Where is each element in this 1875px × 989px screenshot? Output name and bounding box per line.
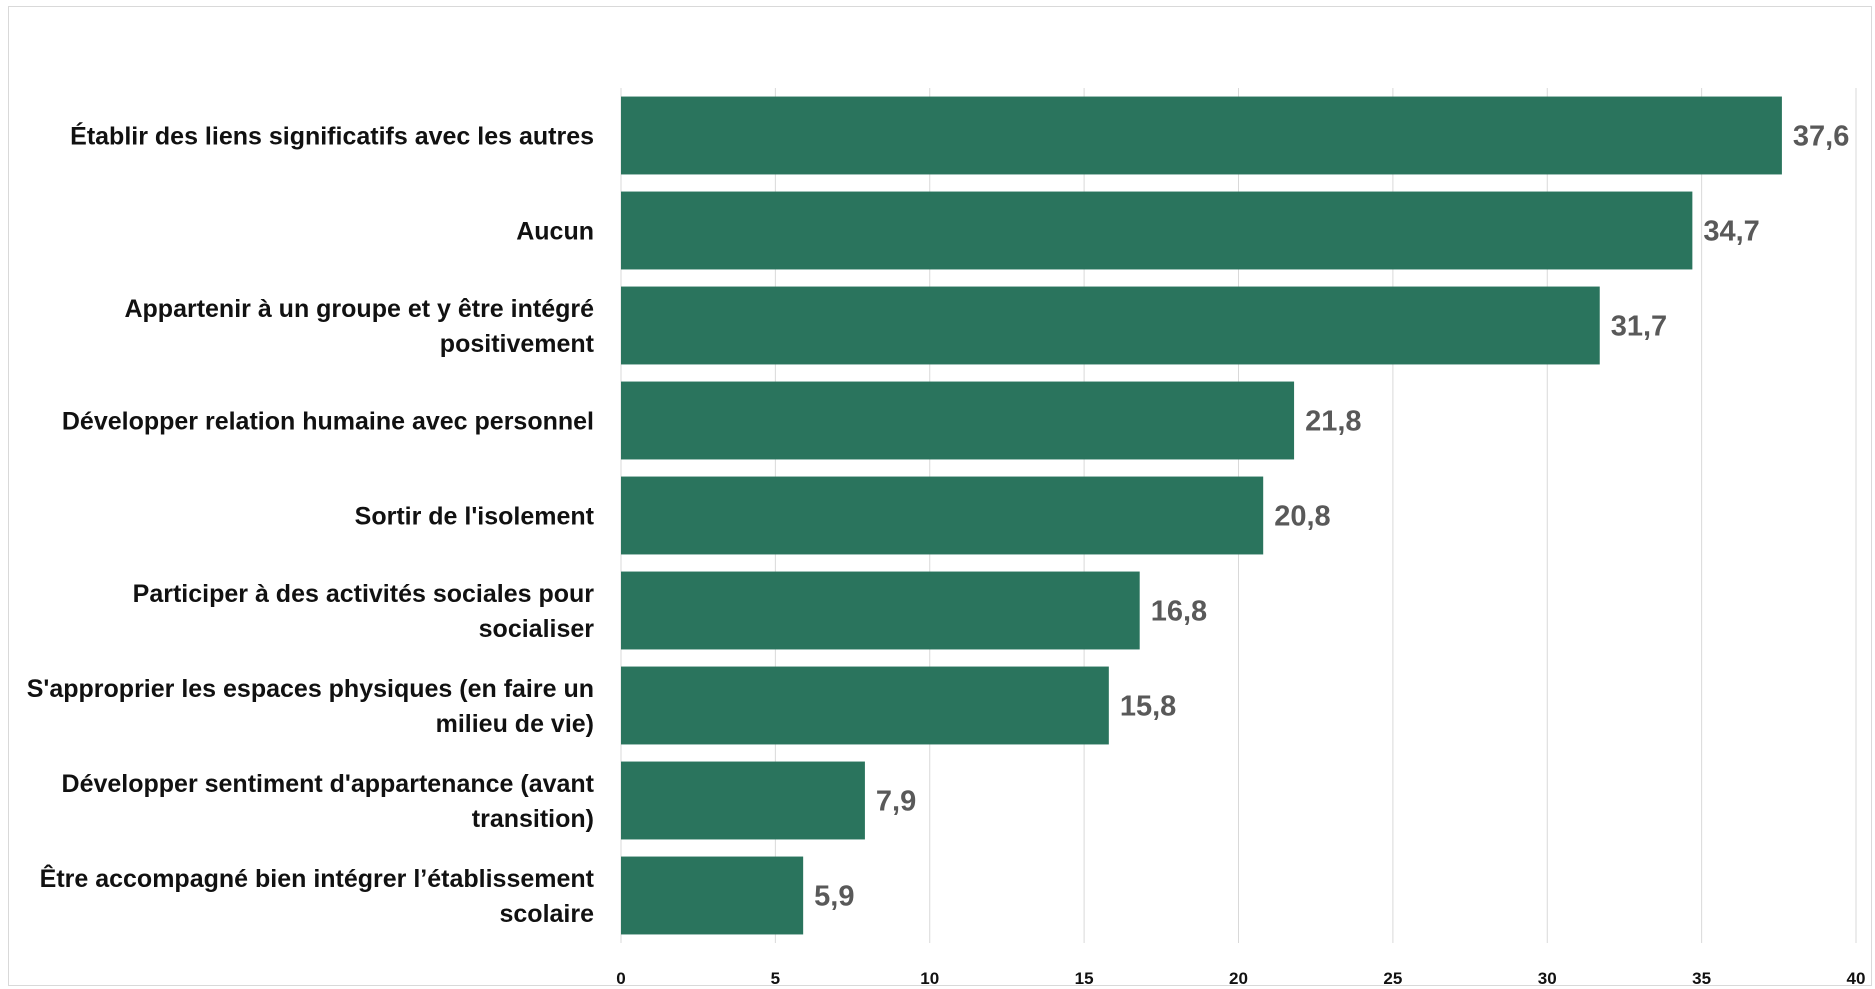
bar bbox=[621, 96, 1782, 175]
x-tick-label: 15 bbox=[1075, 969, 1094, 988]
bar bbox=[621, 381, 1295, 460]
data-labels: 37,6 34,7 31,7 21,8 20,8 16,8 15,8 7,9 5,9 bbox=[814, 121, 1849, 913]
data-label: 15,8 bbox=[1120, 691, 1176, 723]
bar bbox=[621, 191, 1693, 270]
category-label-line: Appartenir à un groupe et y être intégré bbox=[124, 295, 594, 323]
x-tick-label: 10 bbox=[920, 969, 939, 988]
bar bbox=[621, 476, 1264, 555]
category-label: Être accompagné bien intégrer l’établiss… bbox=[40, 863, 595, 928]
category-label: Sortir de l'isolement bbox=[355, 503, 595, 531]
bar bbox=[621, 666, 1109, 745]
x-tick-label: 25 bbox=[1383, 969, 1402, 988]
data-label: 31,7 bbox=[1611, 311, 1667, 343]
data-label: 34,7 bbox=[1703, 216, 1759, 248]
category-labels: Établir des liens significatifs avec les… bbox=[27, 122, 595, 929]
bar bbox=[621, 571, 1140, 650]
category-label: Développer sentiment d'appartenance (ava… bbox=[62, 770, 595, 833]
bar bbox=[621, 761, 865, 840]
x-tick-label: 30 bbox=[1538, 969, 1557, 988]
category-label-line: Participer à des activités sociales pour bbox=[133, 580, 595, 608]
category-label-line: positivement bbox=[440, 330, 595, 358]
category-label-line: transition) bbox=[472, 805, 594, 833]
bars bbox=[621, 96, 1782, 935]
category-label-line: Développer relation humaine avec personn… bbox=[62, 408, 594, 436]
data-label: 7,9 bbox=[876, 786, 916, 818]
data-label: 37,6 bbox=[1793, 121, 1849, 153]
data-label: 21,8 bbox=[1305, 406, 1361, 438]
category-label-line: milieu de vie) bbox=[436, 710, 594, 738]
category-label: Développer relation humaine avec personn… bbox=[62, 408, 594, 436]
data-label: 16,8 bbox=[1151, 596, 1207, 628]
x-tick-label: 35 bbox=[1692, 969, 1711, 988]
category-label-line: socialiser bbox=[479, 615, 595, 643]
category-label: Établir des liens significatifs avec les… bbox=[70, 122, 594, 151]
category-label: Participer à des activités sociales pour… bbox=[133, 580, 595, 643]
category-label-line: S'approprier les espaces physiques (en f… bbox=[27, 675, 594, 703]
x-tick-label: 5 bbox=[771, 969, 780, 988]
x-tick-label: 0 bbox=[616, 969, 625, 988]
data-label: 20,8 bbox=[1274, 501, 1330, 533]
bar bbox=[621, 856, 804, 935]
category-label-line: Établir des liens significatifs avec les… bbox=[70, 122, 594, 151]
category-label-line: Être accompagné bien intégrer l’établiss… bbox=[40, 863, 595, 893]
data-label: 5,9 bbox=[814, 881, 854, 913]
category-label: Appartenir à un groupe et y être intégré… bbox=[124, 295, 594, 358]
x-tick-label: 20 bbox=[1229, 969, 1248, 988]
x-tick-label: 40 bbox=[1847, 969, 1866, 988]
category-label: S'approprier les espaces physiques (en f… bbox=[27, 675, 594, 738]
category-label: Aucun bbox=[516, 218, 594, 246]
category-label-line: scolaire bbox=[499, 900, 594, 928]
category-label-line: Sortir de l'isolement bbox=[355, 503, 595, 531]
chart-frame bbox=[8, 6, 1872, 986]
category-label-line: Développer sentiment d'appartenance (ava… bbox=[62, 770, 595, 798]
bar bbox=[621, 286, 1600, 365]
x-axis-ticks: 0 5 10 15 20 25 30 35 40 bbox=[616, 969, 1865, 988]
category-label-line: Aucun bbox=[516, 218, 594, 246]
